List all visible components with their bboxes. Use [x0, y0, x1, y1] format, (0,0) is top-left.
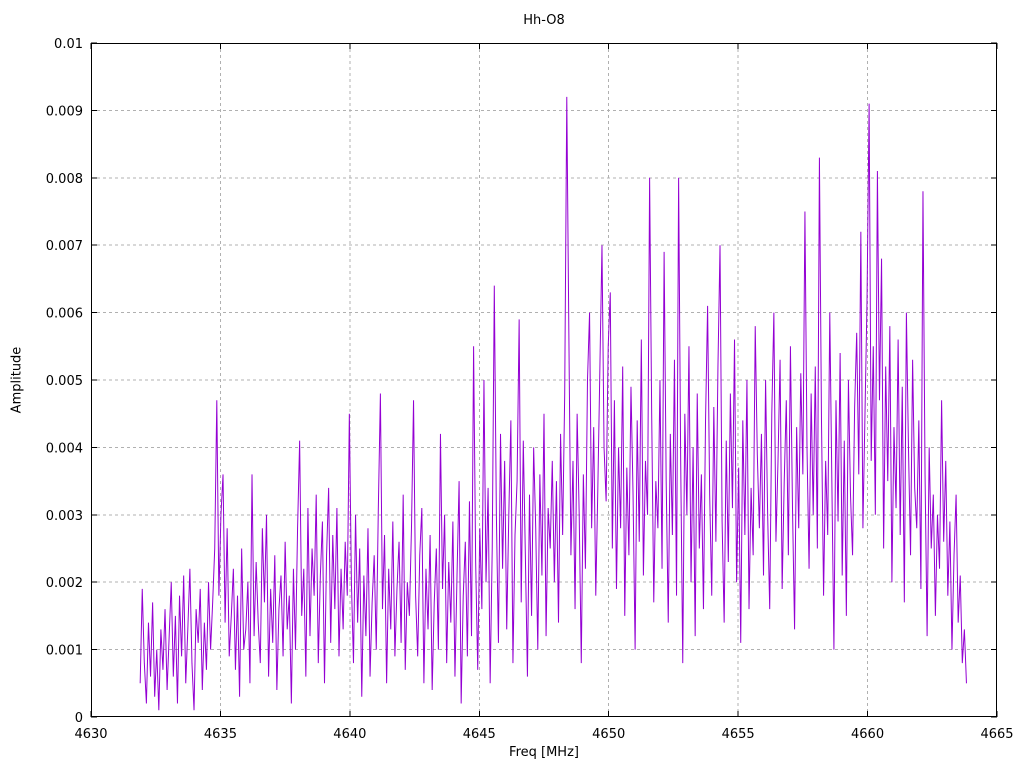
y-tick-label: 0.009 [46, 104, 83, 119]
y-tick-label: 0.005 [46, 374, 83, 389]
chart-title: Hh-O8 [523, 13, 565, 28]
spectrum-line [139, 96, 967, 711]
y-tick-label: 0.01 [54, 37, 83, 52]
y-tick-label: 0.004 [46, 441, 83, 456]
x-tick-label: 4630 [74, 727, 107, 742]
y-axis-label: Amplitude [9, 346, 25, 414]
x-tick-label: 4640 [333, 727, 366, 742]
y-tick-label: 0.001 [46, 644, 83, 659]
y-tick-label: 0.003 [46, 509, 83, 524]
y-tick-label: 0.007 [46, 239, 83, 254]
y-tick-label: 0.006 [46, 307, 83, 322]
plot-border [91, 43, 997, 717]
x-tick-label: 4650 [592, 727, 625, 742]
y-tick-label: 0 [75, 711, 83, 726]
x-tick-label: 4655 [722, 727, 755, 742]
x-tick-label: 4660 [851, 727, 884, 742]
y-tick-label: 0.002 [46, 576, 83, 591]
x-tick-label: 4645 [463, 727, 496, 742]
x-axis-label: Freq [MHz] [509, 745, 579, 760]
x-tick-label: 4665 [980, 727, 1013, 742]
y-tick-label: 0.008 [46, 172, 83, 187]
x-tick-label: 4635 [204, 727, 237, 742]
